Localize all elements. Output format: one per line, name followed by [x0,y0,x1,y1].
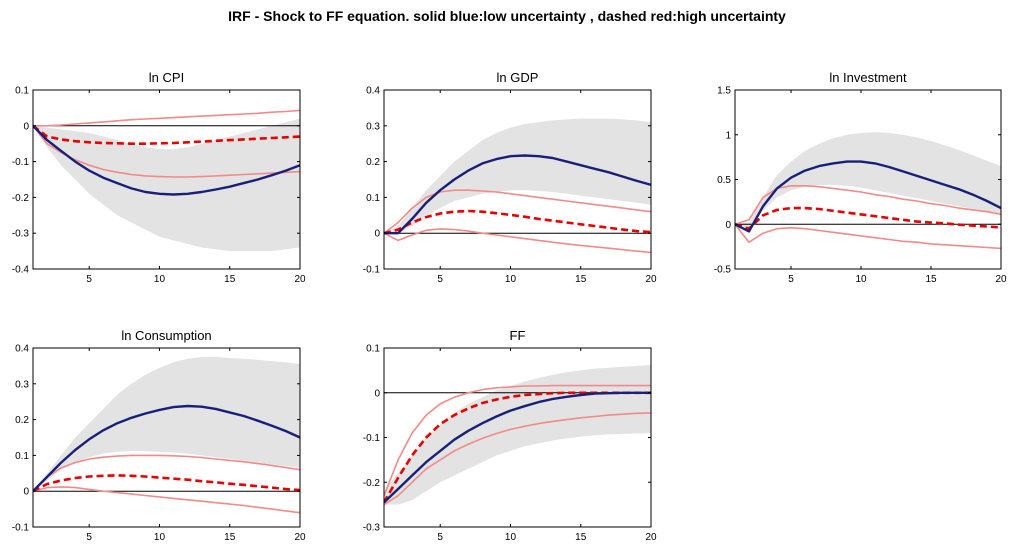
confidence-band [735,132,1001,229]
plot-area [33,357,300,514]
high-uncertainty-upper-line [33,109,300,127]
low-uncertainty-line [384,154,651,235]
y-tick-label: 0.4 [366,86,380,97]
subplot-title: FF [510,328,526,343]
low-uncertainty-line [33,404,300,493]
subplot-1: ln CPI 5 10 15 20 -0.4 -0.3 -0.2 -0.1 0 0.1 [12,70,306,285]
x-tick-label: 5 [788,274,794,285]
x-tick-label: 20 [995,274,1007,285]
plot-area [384,118,651,254]
y-tick-label: 0.3 [15,379,29,390]
x-tick-label: 10 [505,274,517,285]
high-uncertainty-median-line [33,124,300,145]
low-uncertainty-line [735,160,1001,233]
axes-frame [383,89,652,270]
subplot-4: ln Consumption 5 10 15 20 -0.1 0 0.1 0.2 0.3 0.4 [12,328,306,543]
x-tick-label: 15 [224,532,236,543]
x-tick-label: 10 [505,532,517,543]
axes-frame [32,89,301,270]
y-tick-label: 0.3 [366,121,380,132]
high-uncertainty-upper-line [384,384,651,496]
x-tick-label: 5 [86,532,92,543]
high-uncertainty-lower-line [384,412,651,506]
y-tick-label: 0.1 [366,344,380,355]
plot-area [33,109,300,252]
y-tick-label: -0.3 [363,523,381,534]
subplot-title: ln Consumption [121,328,211,343]
confidence-band [33,357,300,492]
y-tick-label: 0 [23,121,29,132]
y-tick-label: 0 [374,388,380,399]
x-tick-label: 10 [855,274,867,285]
y-tick-label: 0.1 [366,193,380,204]
x-tick-label: 15 [575,274,587,285]
x-tick-label: 15 [925,274,937,285]
subplot-2: ln GDP 5 10 15 20 -0.1 0 0.1 0.2 0.3 0.4 [363,70,657,285]
y-tick-label: 0 [374,229,380,240]
x-tick-label: 5 [437,274,443,285]
high-uncertainty-median-line [33,474,300,493]
high-uncertainty-upper-line [384,189,651,234]
y-tick-label: -0.3 [12,229,30,240]
axes-frame [32,347,301,528]
subplot-title: ln Investment [829,70,907,85]
y-tick-label: 1.5 [717,86,731,97]
y-tick-label: -0.1 [12,157,30,168]
y-tick-label: -0.1 [12,523,30,534]
y-tick-label: 0.2 [15,415,29,426]
figure-title: IRF - Shock to FF equation. solid blue:l… [228,8,786,24]
low-uncertainty-line [384,391,651,504]
confidence-band [384,118,651,234]
y-tick-label: 1 [725,130,731,141]
high-uncertainty-lower-line [33,486,300,514]
x-tick-label: 10 [154,274,166,285]
high-uncertainty-lower-line [735,223,1001,250]
y-tick-label: -0.1 [363,433,381,444]
y-tick-label: -0.1 [363,265,381,276]
subplot-3: ln Investment 5 10 15 20 -0.5 0 0.5 1 1.5 [714,70,1007,285]
x-tick-label: 20 [645,532,657,543]
x-tick-label: 5 [86,274,92,285]
plot-area [735,132,1001,250]
subplot-title: ln GDP [497,70,539,85]
y-tick-label: -0.5 [714,265,732,276]
subplot-5: FF 5 10 15 20 -0.3 -0.2 -0.1 0 0.1 [363,328,657,543]
high-uncertainty-median-line [735,206,1001,230]
low-uncertainty-line [33,124,300,196]
high-uncertainty-lower-line [384,228,651,254]
y-tick-label: -0.2 [363,478,381,489]
y-tick-label: 0 [725,220,731,231]
high-uncertainty-median-line [384,209,651,235]
x-tick-label: 20 [294,274,306,285]
high-uncertainty-upper-line [33,454,300,492]
y-tick-label: -0.4 [12,265,30,276]
y-tick-label: 0.1 [15,451,29,462]
x-tick-label: 5 [437,532,443,543]
y-tick-label: 0.4 [15,344,29,355]
confidence-band [384,365,651,505]
high-uncertainty-lower-line [33,125,300,178]
x-tick-label: 15 [224,274,236,285]
y-tick-label: 0.1 [15,86,29,97]
confidence-band [33,118,300,252]
y-tick-label: 0 [23,487,29,498]
y-tick-label: 0.2 [366,157,380,168]
x-tick-label: 20 [645,274,657,285]
x-tick-label: 20 [294,532,306,543]
x-tick-label: 15 [575,532,587,543]
x-tick-label: 10 [154,532,166,543]
plot-area [384,365,651,506]
y-tick-label: -0.2 [12,193,30,204]
subplot-title: ln CPI [149,70,184,85]
y-tick-label: 0.5 [717,175,731,186]
